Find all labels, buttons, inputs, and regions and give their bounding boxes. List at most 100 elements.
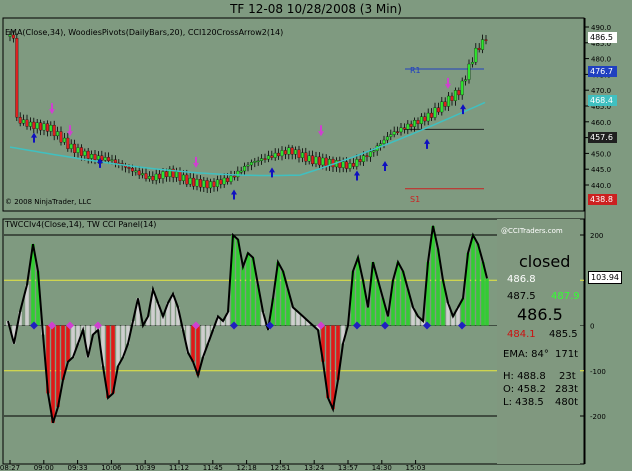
candle-body (433, 107, 437, 118)
candle-body (209, 181, 213, 189)
cci-blue-marker-icon (381, 321, 389, 330)
candle-body (368, 151, 372, 158)
price-panel-border (2, 17, 585, 212)
cci-histogram-bar (431, 225, 435, 326)
sell-arrow-icon (318, 125, 324, 137)
candle-body (321, 157, 325, 166)
cci-histogram-bar (236, 239, 240, 326)
cci-blue-marker-icon (266, 321, 274, 330)
time-axis-label: 15:03 (406, 464, 426, 471)
sell-arrow-icon (193, 156, 199, 168)
candle-body (406, 123, 410, 130)
candle-body (110, 159, 114, 162)
cci-histogram-bar (171, 293, 175, 326)
cci-histogram-bar (156, 302, 160, 326)
cci-histogram-bar (376, 280, 380, 326)
candle-body (392, 131, 396, 135)
chart-title: TF 12-08 10/28/2008 (3 Min) (230, 2, 402, 16)
cci-histogram-bar (12, 325, 16, 344)
candle-body (447, 95, 451, 107)
candle-body (229, 175, 233, 182)
candle-body (348, 163, 352, 169)
candle-body (151, 176, 155, 181)
cci-blue-marker-icon (230, 321, 238, 330)
candle-body (277, 152, 281, 157)
cci-histogram-bar (36, 271, 40, 326)
cci-histogram-bar (226, 311, 230, 326)
candle-body (205, 180, 209, 189)
cci-histogram-bar (25, 284, 29, 326)
candle-body (62, 137, 66, 143)
candle-body (239, 170, 243, 173)
cci-histogram-bar (396, 262, 400, 326)
candle-body (413, 120, 417, 127)
cci-pink-marker-icon (48, 321, 56, 330)
candle-body (127, 167, 131, 169)
price-axis-label: 465.0 (591, 103, 611, 111)
cci-histogram-bar (261, 311, 265, 326)
price-axis-label: 440.0 (591, 182, 611, 190)
cci-histogram-bar (306, 320, 310, 326)
cci-histogram-bar (56, 325, 60, 407)
cci-axis-label: -100 (590, 368, 606, 376)
candle-body (409, 123, 413, 127)
candle-body (100, 155, 104, 161)
s1-price-tag: 438.8 (588, 194, 617, 205)
cci-histogram-bar (256, 284, 260, 326)
buy-arrow-icon (97, 157, 103, 168)
cci-histogram-bar (416, 316, 420, 326)
candle-body (66, 137, 70, 149)
cci-histogram-bar (301, 316, 305, 326)
cci-histogram-bar (426, 262, 430, 326)
cci-axis-label-bg (588, 411, 608, 421)
candle-body (423, 116, 427, 122)
buy-arrow-icon (460, 104, 466, 115)
candle-body (270, 155, 274, 158)
candle-body (477, 47, 481, 50)
time-axis-label: 11:12 (169, 464, 189, 471)
cci-axis-label: 200 (590, 232, 603, 240)
r1-label: R1 (410, 66, 421, 75)
panel-site: @CCITraders.com (501, 227, 563, 235)
cci-histogram-bar (51, 325, 55, 423)
cci-axis-label-bg (588, 320, 608, 331)
cci-panel-border (2, 218, 585, 465)
ema-line (9, 101, 486, 177)
candle-body (42, 123, 46, 131)
candle-body (90, 154, 94, 159)
candle-body (317, 156, 321, 166)
time-axis-label: 14:30 (372, 464, 392, 471)
candle-body (358, 159, 362, 162)
candle-body (236, 170, 240, 178)
candle-body (355, 159, 359, 167)
candle-body (484, 39, 488, 41)
price-axis-label: 445.0 (591, 166, 611, 174)
candle-body (86, 150, 90, 159)
buy-arrow-icon (382, 161, 388, 172)
buy-arrow-icon (31, 132, 37, 143)
candle-body (107, 157, 111, 161)
cci-histogram-bar (116, 325, 120, 367)
panel-open-ticks: 283t (555, 384, 579, 395)
price-axis-label: 470.0 (591, 87, 611, 95)
cci-histogram-bar (471, 235, 475, 326)
panel-low-ticks: 480t (555, 397, 579, 408)
candle-body (351, 163, 355, 167)
candle-body (83, 150, 87, 156)
price-axis-label: 490.0 (591, 24, 611, 32)
time-axis-label: 12:51 (270, 464, 290, 471)
cci-histogram-bar (276, 262, 280, 326)
candle-body (260, 158, 264, 161)
candle-body (144, 173, 148, 179)
candle-body (73, 143, 77, 153)
panel-open: O: 458.2 (503, 384, 546, 395)
cci-axis-label: -200 (590, 413, 606, 421)
cci-histogram-bar (366, 307, 370, 326)
candle-body (219, 179, 223, 185)
time-axis-label: 13:24 (304, 464, 325, 471)
cci-pink-marker-icon (94, 321, 102, 330)
cci-histogram-bar (66, 325, 70, 362)
candle-body (307, 155, 311, 162)
candle-body (243, 166, 247, 172)
